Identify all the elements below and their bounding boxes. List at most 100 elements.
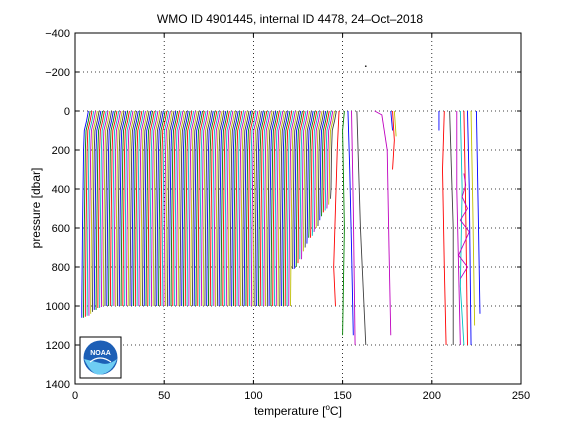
profile-line: [175, 110, 184, 307]
profile-line: [268, 110, 277, 307]
profile-line: [328, 110, 336, 205]
y-tick-label: 200: [52, 145, 70, 157]
profile-line: [156, 110, 164, 307]
profile-line: [172, 110, 180, 307]
profile-line: [138, 110, 146, 307]
profile-line: [236, 110, 245, 307]
profile-line: [254, 110, 262, 307]
profile-line: [227, 110, 236, 307]
logo-text: NOAA: [90, 350, 111, 357]
profile-line: [90, 110, 98, 314]
profile-line: [275, 110, 284, 307]
profile-line: [330, 110, 337, 199]
profile-line: [243, 110, 252, 307]
profile-line: [238, 110, 246, 307]
x-tick-label: 0: [72, 390, 78, 402]
profile-line: [154, 110, 162, 307]
profile-line: [261, 110, 270, 307]
profile-line: [322, 110, 330, 213]
profile-line: [170, 110, 179, 307]
y-tick-label: −400: [45, 28, 70, 40]
profile-line: [158, 110, 166, 307]
profile-line: [88, 110, 96, 316]
profile-line: [229, 110, 237, 307]
outlier-profile-line: [470, 110, 476, 326]
profile-line: [131, 110, 139, 307]
profile-line: [250, 110, 259, 307]
noaa-logo-icon: NOAA: [79, 336, 122, 379]
profile-line: [324, 110, 332, 211]
outlier-profile-line: [342, 110, 345, 336]
profile-line: [265, 110, 273, 307]
profile-line: [83, 110, 91, 318]
profile-line: [290, 110, 298, 307]
x-tick-label: 150: [333, 390, 351, 402]
profile-line: [120, 110, 129, 307]
axis-ticks: 0 50 100 150 200 250 −400 −200 0 200 400 600 800 1000…: [45, 28, 530, 402]
x-tick-label: 200: [423, 390, 441, 402]
profile-line: [118, 110, 127, 307]
profile-line: [257, 110, 266, 307]
profile-line: [202, 110, 211, 307]
profile-line: [183, 110, 191, 307]
profile-line: [282, 110, 291, 307]
outlier-profile-line: [351, 110, 356, 346]
profile-line: [84, 110, 93, 317]
outlier-profile-line: [449, 110, 454, 345]
profile-line: [193, 110, 202, 307]
y-tick-label: 1400: [46, 379, 70, 391]
profile-line: [281, 110, 289, 307]
profile-line: [284, 110, 293, 307]
profile-line: [95, 110, 104, 310]
profile-line: [143, 110, 152, 307]
profile-line: [149, 110, 157, 307]
y-tick-label: 0: [64, 106, 70, 118]
y-tick-label: 400: [52, 184, 70, 196]
profile-line: [204, 110, 212, 307]
plot-area: [75, 33, 521, 384]
profile-line: [191, 110, 200, 307]
profile-line: [288, 110, 296, 307]
profile-line: [104, 110, 113, 307]
profile-line: [99, 110, 107, 308]
profile-line: [108, 110, 116, 307]
outlier-profile-line: [442, 110, 447, 346]
x-axis-label: temperature [oC]: [254, 403, 342, 418]
profile-line: [247, 110, 255, 307]
y-tick-label: 800: [52, 262, 70, 274]
outlier-profile-line: [467, 110, 472, 346]
profile-line: [302, 110, 311, 252]
profile-line: [134, 110, 143, 307]
profile-line: [179, 110, 187, 307]
profile-line: [188, 110, 196, 307]
profile-line: [86, 110, 95, 316]
profile-line: [111, 110, 120, 307]
outlier-profile-line: [356, 110, 367, 346]
profile-line: [304, 110, 312, 248]
profile-line: [124, 110, 132, 307]
profile-line: [141, 110, 150, 307]
profile-line: [181, 110, 189, 307]
profile-line: [100, 110, 109, 307]
profile-line: [133, 110, 141, 307]
y-axis-label: pressure [dbar]: [29, 168, 43, 249]
profile-line: [293, 110, 302, 270]
profile-line: [122, 110, 130, 307]
profile-line: [199, 110, 207, 307]
profile-line: [297, 110, 305, 264]
y-tick-label: 1000: [46, 301, 70, 313]
profile-line: [315, 110, 323, 229]
outlier-profile-line: [393, 110, 397, 137]
profile-line: [326, 110, 334, 209]
outlier-profile-line: [390, 110, 393, 131]
profile-line: [197, 110, 205, 307]
profile-line: [317, 110, 325, 227]
x-axis-label-unit: C]: [330, 404, 342, 418]
outlier-profile-line: [475, 110, 481, 314]
profile-line: [207, 110, 216, 307]
profile-line: [129, 110, 137, 307]
profile-line: [161, 110, 170, 307]
profile-line: [231, 110, 239, 307]
outlier-profile-line: [458, 173, 470, 279]
logo-bird: [89, 357, 112, 363]
